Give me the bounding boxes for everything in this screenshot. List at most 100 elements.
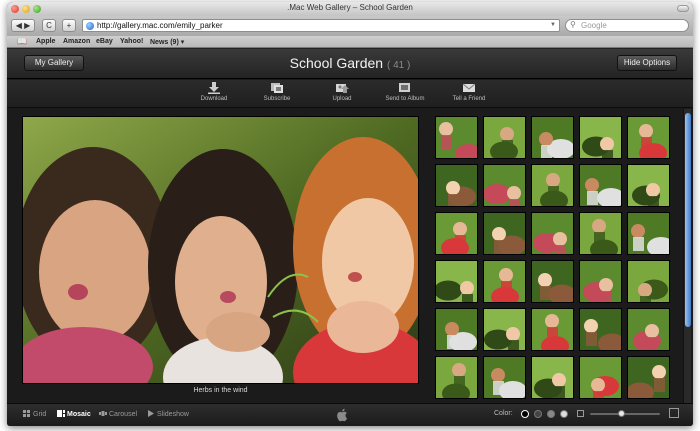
- view-grid-label: Grid: [33, 411, 47, 418]
- photo-thumbnail[interactable]: [435, 116, 478, 159]
- reload-button[interactable]: C: [42, 19, 56, 32]
- photo-caption: Herbs in the wind: [193, 387, 248, 394]
- view-mosaic[interactable]: Mosaic: [57, 410, 91, 418]
- photo-thumbnail[interactable]: [483, 164, 526, 207]
- web-gallery: My Gallery School Garden ( 41 ) Hide Opt…: [7, 49, 693, 426]
- view-carousel-label: Carousel: [109, 411, 138, 418]
- photo-thumbnail[interactable]: [579, 308, 622, 351]
- photo-thumbnail[interactable]: [627, 356, 670, 399]
- browser-toolbar: ◀ ▶ C + http://gallery.mac.com/emily_par…: [7, 16, 693, 36]
- photo-thumbnail[interactable]: [435, 260, 478, 303]
- play-icon: [147, 410, 155, 417]
- bookmark-amazon[interactable]: Amazon: [63, 37, 91, 45]
- subscribe-icon: [270, 82, 284, 94]
- photo-thumbnail[interactable]: [531, 116, 574, 159]
- send-to-album-icon: [398, 82, 412, 94]
- photo-thumbnail[interactable]: [531, 164, 574, 207]
- photo-thumbnail[interactable]: [579, 212, 622, 255]
- zoom-slider[interactable]: [590, 410, 660, 417]
- search-input[interactable]: ⚲ Google: [565, 19, 689, 32]
- photo-thumbnail[interactable]: [483, 356, 526, 399]
- bookmark-yahoo[interactable]: Yahoo!: [120, 37, 144, 45]
- photo-thumbnail[interactable]: [435, 308, 478, 351]
- close-window-button[interactable]: [11, 5, 19, 13]
- bookmark-news[interactable]: News (9) ▾: [150, 38, 185, 46]
- view-mosaic-label: Mosaic: [67, 411, 91, 418]
- photo-thumbnail[interactable]: [627, 116, 670, 159]
- bookmark-ebay[interactable]: eBay: [96, 37, 113, 45]
- vertical-scrollbar[interactable]: [683, 109, 691, 403]
- color-label: Color:: [494, 410, 513, 417]
- gallery-title: School Garden ( 41 ): [7, 55, 693, 71]
- subscribe-label: Subscribe: [263, 96, 291, 102]
- my-gallery-button[interactable]: My Gallery: [24, 55, 84, 71]
- send-to-album-button[interactable]: Send to Album: [375, 82, 435, 102]
- search-placeholder: Google: [581, 21, 607, 30]
- photo-thumbnail[interactable]: [483, 260, 526, 303]
- photo-thumbnail[interactable]: [579, 164, 622, 207]
- view-grid[interactable]: Grid: [23, 410, 46, 418]
- photo-thumbnail[interactable]: [531, 308, 574, 351]
- chevron-down-icon[interactable]: ▼: [550, 22, 556, 28]
- apple-logo-icon: [337, 408, 347, 422]
- download-label: Download: [200, 96, 228, 102]
- add-bookmark-button[interactable]: +: [62, 19, 76, 32]
- search-icon: ⚲: [570, 20, 576, 29]
- view-slideshow-label: Slideshow: [157, 411, 189, 418]
- view-slideshow[interactable]: Slideshow: [147, 410, 189, 418]
- hide-options-button[interactable]: Hide Options: [617, 55, 677, 71]
- featured-photo[interactable]: [22, 116, 419, 384]
- color-swatch-light[interactable]: [560, 410, 568, 418]
- action-bar: Download Subscribe Upload Send to Album: [7, 80, 693, 108]
- photo-thumbnail[interactable]: [627, 164, 670, 207]
- photo-thumbnail[interactable]: [579, 116, 622, 159]
- photo-thumbnail[interactable]: [435, 356, 478, 399]
- photo-thumbnail[interactable]: [627, 260, 670, 303]
- photo-thumbnail[interactable]: [435, 212, 478, 255]
- download-icon: [207, 82, 221, 94]
- color-swatch-black[interactable]: [521, 410, 529, 418]
- window-title: .Mac Web Gallery – School Garden: [287, 3, 413, 12]
- photo-thumbnail[interactable]: [531, 260, 574, 303]
- mosaic-icon: [57, 410, 65, 417]
- download-button[interactable]: Download: [184, 82, 244, 102]
- photo-thumbnail[interactable]: [531, 212, 574, 255]
- photo-thumbnail[interactable]: [627, 212, 670, 255]
- upload-label: Upload: [332, 96, 352, 102]
- photo-thumbnail[interactable]: [627, 308, 670, 351]
- photo-thumbnail[interactable]: [435, 164, 478, 207]
- thumbnail-grid: [435, 116, 675, 402]
- zoom-in-icon[interactable]: [669, 408, 679, 418]
- carousel-icon: [99, 410, 107, 417]
- photo-thumbnail[interactable]: [579, 260, 622, 303]
- browser-window: .Mac Web Gallery – School Garden ◀ ▶ C +…: [7, 2, 693, 426]
- minimize-window-button[interactable]: [22, 5, 30, 13]
- zoom-out-icon[interactable]: [577, 410, 584, 417]
- book-icon[interactable]: 📖: [17, 37, 27, 46]
- mosaic-view: Herbs in the wind: [7, 109, 693, 403]
- back-forward-button[interactable]: ◀ ▶: [11, 19, 35, 32]
- toolbar-toggle-button[interactable]: [677, 5, 689, 12]
- address-field[interactable]: http://gallery.mac.com/emily_parker ▼: [82, 19, 560, 32]
- color-swatch-gray[interactable]: [547, 410, 555, 418]
- globe-icon: [86, 22, 94, 30]
- color-swatch-dark-gray[interactable]: [534, 410, 542, 418]
- photo-thumbnail[interactable]: [531, 356, 574, 399]
- photo-thumbnail[interactable]: [579, 356, 622, 399]
- bookmark-apple[interactable]: Apple: [36, 37, 56, 45]
- scroll-thumb[interactable]: [685, 113, 691, 327]
- zoom-window-button[interactable]: [33, 5, 41, 13]
- send-to-album-label: Send to Album: [385, 96, 425, 102]
- zoom-slider-knob[interactable]: [618, 410, 625, 417]
- view-carousel[interactable]: Carousel: [99, 410, 137, 418]
- upload-button[interactable]: Upload: [312, 82, 372, 102]
- photo-thumbnail[interactable]: [483, 212, 526, 255]
- photo-thumbnail[interactable]: [483, 116, 526, 159]
- subscribe-button[interactable]: Subscribe: [247, 82, 307, 102]
- photo-thumbnail[interactable]: [483, 308, 526, 351]
- address-text: http://gallery.mac.com/emily_parker: [97, 21, 223, 30]
- tell-a-friend-label: Tell a Friend: [452, 96, 486, 102]
- tell-a-friend-button[interactable]: Tell a Friend: [439, 82, 499, 102]
- upload-icon: [335, 82, 349, 94]
- album-title: School Garden: [289, 55, 384, 71]
